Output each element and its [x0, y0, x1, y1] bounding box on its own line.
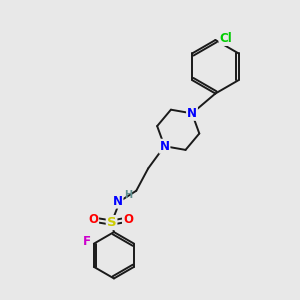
Text: O: O — [123, 213, 133, 226]
Text: N: N — [112, 195, 122, 208]
Text: S: S — [107, 216, 116, 229]
Text: O: O — [88, 213, 98, 226]
Text: H: H — [124, 190, 132, 200]
Text: N: N — [160, 140, 170, 153]
Text: Cl: Cl — [219, 32, 232, 45]
Text: F: F — [82, 235, 90, 248]
Text: N: N — [187, 107, 197, 120]
